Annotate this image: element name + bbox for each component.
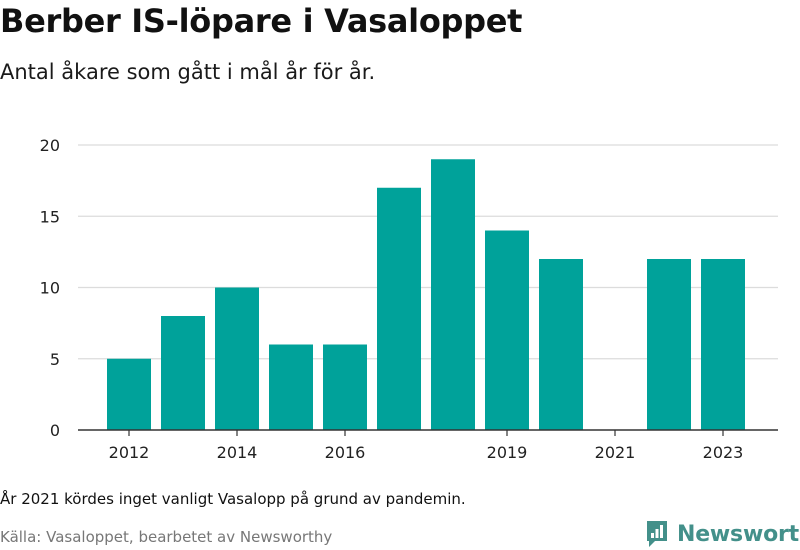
x-tick-label: 2023 [703, 443, 744, 462]
footnote: År 2021 kördes inget vanligt Vasalopp på… [0, 490, 466, 508]
brand-logo: Newsworthy [645, 519, 800, 549]
bar-2023 [701, 259, 745, 430]
axes: 0 5 10 15 20 2012 2014 2016 2019 2021 2023 [40, 136, 778, 462]
bars [107, 159, 745, 430]
bar-2019 [485, 230, 529, 430]
y-tick-label: 15 [40, 207, 60, 226]
bar-2015 [269, 344, 313, 430]
x-tick-label: 2016 [325, 443, 366, 462]
y-tick-label: 20 [40, 136, 60, 155]
bar-2018 [431, 159, 475, 430]
bar-2016 [323, 344, 367, 430]
x-tick-label: 2012 [109, 443, 150, 462]
bar-2020 [539, 259, 583, 430]
chart-subtitle: Antal åkare som gått i mål år för år. [0, 60, 376, 84]
bar-chart: 0 5 10 15 20 2012 2014 2016 2019 2021 2023 [40, 136, 778, 462]
brand-name: Newsworthy [677, 521, 800, 547]
x-tick-label: 2019 [487, 443, 528, 462]
y-tick-label: 10 [40, 279, 60, 298]
x-tick-label: 2021 [595, 443, 636, 462]
bar-2012 [107, 358, 151, 430]
bar-2014 [215, 287, 259, 430]
source-text: Källa: Vasaloppet, bearbetet av Newswort… [0, 528, 333, 546]
x-tick-label: 2014 [217, 443, 258, 462]
y-tick-label: 5 [50, 350, 60, 369]
chart-title: Berber IS-löpare i Vasaloppet [0, 2, 523, 40]
bar-2017 [377, 187, 421, 430]
bar-2022 [647, 259, 691, 430]
newsworthy-logo-icon [647, 521, 667, 547]
y-tick-label: 0 [50, 421, 60, 440]
bar-2013 [161, 316, 205, 430]
